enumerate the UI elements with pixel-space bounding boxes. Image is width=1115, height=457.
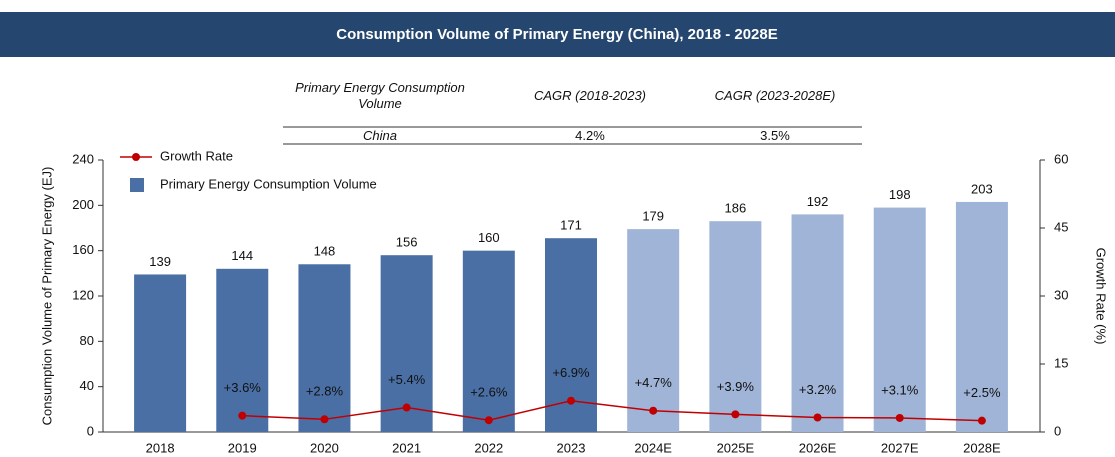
growth-value-label: +3.2% [799, 382, 837, 397]
table-header: CAGR (2018-2023) [534, 88, 646, 103]
bar-value-label: 160 [478, 230, 500, 245]
bar [462, 250, 515, 432]
bar [627, 229, 680, 432]
bar-value-label: 139 [149, 254, 171, 269]
x-tick-label: 2020 [310, 440, 339, 455]
legend-swatch [130, 178, 144, 192]
bar-value-label: 148 [314, 244, 336, 259]
table-cell: 4.2% [575, 128, 605, 143]
y-axis-label: Consumption Volume of Primary Energy (EJ… [39, 167, 54, 426]
y-tick-label: 40 [80, 378, 94, 393]
y2-axis-label: Growth Rate (%) [1094, 248, 1109, 345]
bar-value-label: 186 [725, 201, 747, 216]
bar-value-label: 156 [396, 235, 418, 250]
bar [380, 255, 433, 432]
legend-label: Primary Energy Consumption Volume [160, 176, 377, 191]
bar [134, 274, 187, 432]
bar [955, 201, 1008, 432]
bar-value-label: 179 [642, 209, 664, 224]
bar-value-label: 198 [889, 187, 911, 202]
growth-point [320, 415, 329, 424]
x-tick-label: 2025E [717, 440, 755, 455]
growth-point [895, 413, 904, 422]
x-tick-label: 2028E [963, 440, 1001, 455]
bar [791, 214, 844, 432]
x-tick-label: 2019 [228, 440, 257, 455]
growth-point [238, 411, 247, 420]
y-tick-label: 120 [72, 287, 94, 302]
y2-tick-label: 15 [1054, 355, 1068, 370]
y2-tick-label: 45 [1054, 219, 1068, 234]
growth-point [977, 416, 986, 425]
table-header: Primary Energy Consumption Volume [295, 80, 465, 111]
table-cell: China [363, 128, 397, 143]
growth-value-label: +2.5% [963, 385, 1001, 400]
bar [216, 268, 269, 432]
y2-tick-label: 0 [1054, 423, 1061, 438]
growth-point [484, 416, 493, 425]
bar-value-label: 203 [971, 181, 993, 196]
bar [298, 264, 351, 432]
bar [709, 221, 762, 432]
x-tick-label: 2022 [474, 440, 503, 455]
title-banner [0, 12, 1115, 57]
growth-value-label: +2.8% [306, 384, 344, 399]
y2-tick-label: 60 [1054, 151, 1068, 166]
x-tick-label: 2024E [634, 440, 672, 455]
bar-value-label: 192 [807, 194, 829, 209]
y-tick-label: 160 [72, 242, 94, 257]
x-tick-label: 2026E [799, 440, 837, 455]
growth-line [242, 399, 982, 422]
growth-value-label: +3.1% [881, 382, 919, 397]
legend-marker [132, 153, 140, 161]
growth-value-label: +3.9% [717, 379, 755, 394]
x-tick-label: 2027E [881, 440, 919, 455]
table-header: CAGR (2023-2028E) [714, 88, 836, 103]
y-tick-label: 200 [72, 197, 94, 212]
table-cell: 3.5% [760, 128, 790, 143]
growth-point [567, 396, 575, 405]
y-tick-label: 240 [72, 151, 94, 166]
y-tick-label: 0 [87, 423, 94, 438]
growth-value-label: +2.6% [470, 385, 508, 400]
x-tick-label: 2023 [557, 440, 586, 455]
growth-point [731, 410, 740, 419]
y2-tick-label: 30 [1054, 287, 1068, 302]
bar [873, 207, 926, 432]
growth-value-label: +3.6% [224, 380, 262, 395]
growth-point [813, 413, 822, 422]
x-tick-label: 2021 [392, 440, 421, 455]
growth-point [649, 406, 658, 415]
growth-value-label: +5.4% [388, 372, 426, 387]
legend-label: Growth Rate [160, 148, 233, 163]
bar-value-label: 144 [231, 248, 253, 263]
growth-value-label: +6.9% [552, 365, 590, 380]
growth-point [402, 403, 411, 412]
y-tick-label: 80 [80, 333, 94, 348]
chart-title: Consumption Volume of Primary Energy (Ch… [336, 26, 778, 43]
bar-value-label: 171 [560, 218, 582, 233]
x-tick-label: 2018 [146, 440, 175, 455]
growth-value-label: +4.7% [635, 375, 673, 390]
